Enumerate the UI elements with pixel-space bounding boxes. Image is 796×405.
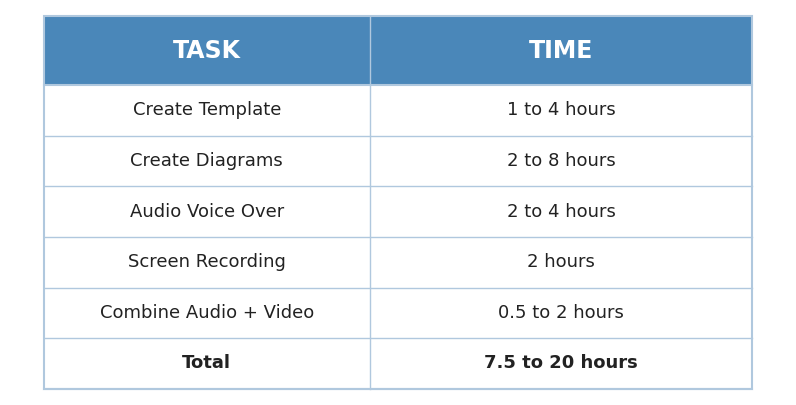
Text: Screen Recording: Screen Recording [128,253,286,271]
Text: 1 to 4 hours: 1 to 4 hours [506,101,615,119]
Text: TASK: TASK [173,38,240,63]
Bar [369,237,752,288]
Bar [369,136,752,186]
Text: Total: Total [182,354,231,373]
Bar [369,288,752,338]
Bar [44,85,369,136]
Bar [44,237,369,288]
Bar [369,85,752,136]
Text: Combine Audio + Video: Combine Audio + Video [100,304,314,322]
Text: Create Diagrams: Create Diagrams [131,152,283,170]
Bar [44,186,369,237]
Text: TIME: TIME [529,38,593,63]
Text: 0.5 to 2 hours: 0.5 to 2 hours [498,304,624,322]
Bar [369,338,752,389]
Bar [369,16,752,85]
Text: 2 to 4 hours: 2 to 4 hours [506,202,615,221]
Bar [44,288,369,338]
Bar [44,136,369,186]
Bar [369,186,752,237]
Text: 2 hours: 2 hours [527,253,595,271]
Text: Audio Voice Over: Audio Voice Over [130,202,284,221]
Bar [44,338,369,389]
Text: 7.5 to 20 hours: 7.5 to 20 hours [484,354,638,373]
Bar [44,16,752,389]
Bar [44,16,369,85]
Text: Create Template: Create Template [132,101,281,119]
Text: 2 to 8 hours: 2 to 8 hours [506,152,615,170]
